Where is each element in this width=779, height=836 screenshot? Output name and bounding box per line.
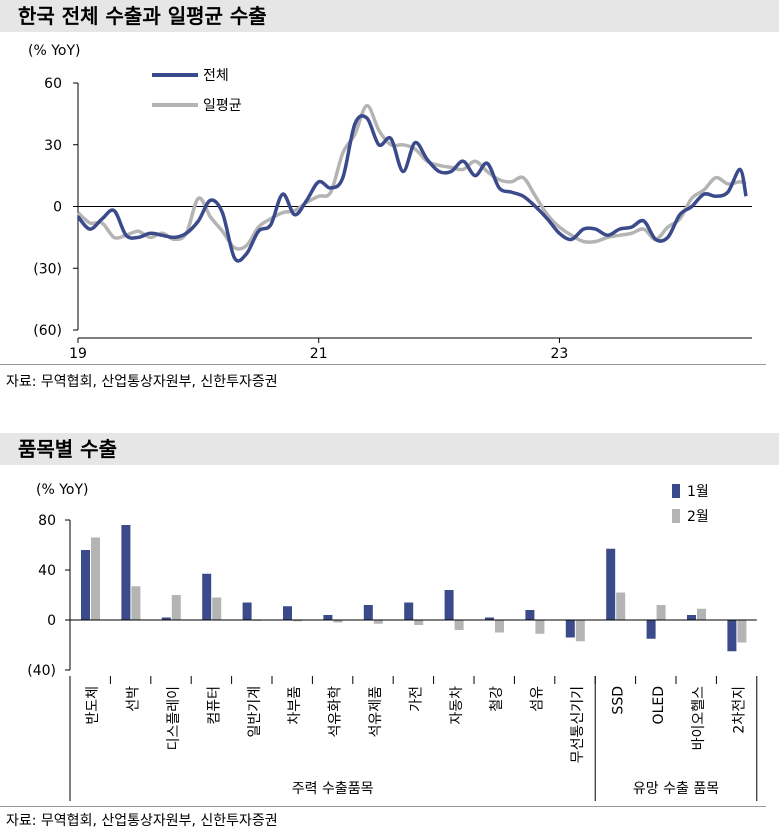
line-series-total	[76, 114, 748, 263]
group-label: 유망 수출 품목	[633, 781, 719, 797]
bar-jan	[485, 617, 494, 620]
bar-feb	[737, 620, 747, 643]
bar-feb	[454, 620, 464, 630]
bar-feb	[373, 620, 383, 624]
divider	[0, 806, 766, 807]
bar-feb	[575, 620, 585, 642]
y-tick-label: 40	[38, 563, 56, 579]
bar-jan	[646, 620, 656, 639]
category-label: 석유제품	[368, 686, 384, 738]
x-tick-label: 19	[69, 346, 87, 362]
y-tick-label: 80	[38, 513, 56, 529]
legend-label: 2월	[687, 509, 709, 525]
bar-jan	[323, 615, 333, 620]
bar-feb	[91, 537, 100, 620]
y-tick-label: (30)	[33, 261, 62, 277]
bar-jan	[202, 573, 212, 620]
category-label: 반도체	[85, 686, 101, 725]
y-tick-label: 0	[53, 200, 62, 216]
x-tick-label: 21	[310, 346, 328, 362]
bar-jan	[404, 602, 414, 620]
bar-jan	[727, 620, 737, 652]
bar-feb	[171, 595, 181, 620]
y-unit-label: (% YoY)	[28, 43, 81, 59]
bar-feb	[212, 597, 222, 620]
category-label: 차부품	[287, 686, 303, 725]
bar-feb	[414, 620, 424, 625]
category-label: 컴퓨터	[206, 686, 222, 725]
category-label: 가전	[408, 686, 424, 712]
line-series-daily-average	[76, 103, 747, 251]
category-label: 섬유	[530, 686, 546, 712]
bar-feb	[293, 620, 302, 622]
bar-jan	[525, 610, 535, 620]
bar-jan	[283, 606, 292, 620]
divider	[0, 364, 766, 365]
bar-feb	[616, 592, 626, 620]
legend-label: 일평균	[203, 98, 242, 114]
group-label: 주력 수출품목	[292, 781, 374, 797]
y-tick-label: 30	[44, 138, 62, 154]
bar-feb	[656, 605, 666, 620]
category-label: 철강	[489, 686, 505, 712]
bar-jan	[121, 525, 131, 620]
legend-swatch	[672, 484, 680, 498]
bar-jan	[444, 590, 454, 620]
legend-label: 1월	[687, 484, 709, 500]
category-label: 석유화학	[328, 686, 344, 738]
bar-feb	[333, 620, 343, 623]
source-note-1: 자료: 무역협회, 산업통상자원부, 신한투자증권	[6, 374, 278, 390]
bar-feb	[697, 608, 706, 620]
y-tick-label: 0	[47, 613, 56, 629]
y-unit-label: (% YoY)	[36, 482, 89, 498]
category-label: 디스플레이	[166, 686, 182, 750]
bar-jan	[565, 620, 575, 638]
bar-chart: (% YoY) 80 40 0 (40) 반도체 선박 디스플레이 컴퓨터 일반기계 차부품 석유화학…	[27, 482, 758, 801]
y-tick-label: (60)	[33, 323, 62, 339]
legend-swatch	[672, 509, 680, 523]
y-tick-label: 60	[44, 76, 62, 92]
bar-chart-title: 품목별 수출	[0, 433, 779, 465]
bar-jan	[363, 605, 373, 620]
source-note-2: 자료: 무역협회, 산업통상자원부, 신한투자증권	[6, 813, 278, 829]
category-label: 일반기계	[247, 686, 263, 738]
category-label: SSD	[610, 686, 626, 715]
legend-label: 전체	[203, 68, 229, 84]
bar-feb	[131, 586, 141, 620]
bar-feb	[495, 620, 504, 633]
y-tick-label: (40)	[27, 663, 56, 679]
bar-jan	[242, 602, 252, 620]
bar-jan	[687, 615, 696, 620]
bar-feb	[535, 620, 545, 634]
line-chart-title: 한국 전체 수출과 일평균 수출	[0, 0, 779, 32]
bar-jan	[81, 550, 90, 620]
category-label: 선박	[126, 686, 142, 712]
category-label: 자동차	[449, 686, 465, 725]
category-label: OLED	[651, 686, 667, 724]
x-tick-label: 23	[551, 346, 569, 362]
bar-jan	[161, 617, 171, 620]
category-label: 무선통신기기	[570, 686, 586, 763]
category-label: 바이오헬스	[691, 686, 707, 751]
bar-jan	[606, 548, 616, 620]
category-label: 2차전지	[732, 686, 748, 734]
